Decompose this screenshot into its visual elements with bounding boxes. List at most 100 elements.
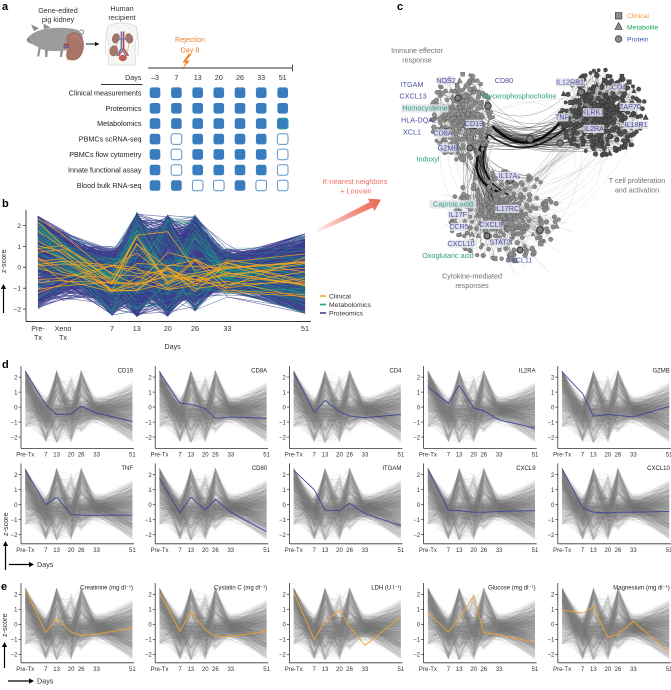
- svg-text:Day 8: Day 8: [181, 46, 200, 55]
- svg-text:CXCL10: CXCL10: [647, 466, 670, 472]
- svg-text:−2: −2: [11, 533, 19, 539]
- svg-text:Glucose (mg dl⁻¹): Glucose (mg dl⁻¹): [488, 586, 536, 592]
- svg-text:−2: −2: [11, 653, 19, 659]
- svg-text:33: 33: [257, 73, 265, 82]
- svg-text:Glycerophosphocholine: Glycerophosphocholine: [481, 92, 556, 101]
- svg-text:−2: −2: [547, 435, 555, 441]
- svg-text:b: b: [2, 198, 9, 210]
- svg-text:Pre-Tx: Pre-Tx: [16, 667, 34, 673]
- svg-text:7: 7: [110, 324, 114, 333]
- svg-text:51: 51: [397, 453, 404, 459]
- svg-text:−1: −1: [279, 518, 287, 524]
- svg-text:33: 33: [630, 453, 637, 459]
- svg-text:XCL1: XCL1: [403, 128, 421, 137]
- svg-text:Proteomics: Proteomics: [106, 104, 142, 113]
- svg-text:33: 33: [93, 548, 100, 554]
- svg-text:CCR5: CCR5: [449, 222, 469, 231]
- svg-text:TNF: TNF: [121, 466, 133, 472]
- svg-text:−2: −2: [13, 307, 21, 314]
- svg-text:ITGAM: ITGAM: [401, 80, 424, 89]
- svg-text:26: 26: [212, 453, 219, 459]
- svg-text:0: 0: [17, 265, 21, 272]
- svg-text:20: 20: [68, 667, 75, 673]
- svg-text:13: 13: [456, 667, 463, 673]
- svg-text:HLA-DQA2: HLA-DQA2: [401, 116, 437, 125]
- svg-text:responses: responses: [455, 281, 489, 290]
- svg-text:1: 1: [17, 244, 21, 251]
- svg-text:d: d: [2, 359, 9, 371]
- svg-text:IL2RA: IL2RA: [519, 369, 536, 375]
- svg-text:Oxoglutaric acid: Oxoglutaric acid: [422, 251, 474, 260]
- svg-text:13: 13: [187, 453, 194, 459]
- svg-text:26: 26: [346, 548, 353, 554]
- svg-text:−1: −1: [547, 420, 555, 426]
- svg-text:20: 20: [68, 453, 75, 459]
- svg-text:Xeno: Xeno: [55, 324, 72, 333]
- svg-text:IL18R1: IL18R1: [624, 120, 647, 129]
- svg-text:26: 26: [236, 73, 244, 82]
- svg-text:13: 13: [53, 548, 60, 554]
- svg-text:13: 13: [456, 548, 463, 554]
- svg-text:IL17RC: IL17RC: [495, 204, 519, 213]
- svg-text:Days: Days: [125, 73, 142, 82]
- svg-text:Pre-Tx: Pre-Tx: [553, 548, 571, 554]
- svg-text:–3: –3: [151, 73, 159, 82]
- svg-text:26: 26: [212, 548, 219, 554]
- svg-text:+ Louvain: + Louvain: [340, 187, 371, 196]
- svg-text:Pre-Tx: Pre-Tx: [553, 453, 571, 459]
- svg-text:Blood bulk RNA-seq: Blood bulk RNA-seq: [77, 181, 142, 190]
- svg-text:33: 33: [496, 548, 503, 554]
- svg-text:7: 7: [174, 73, 178, 82]
- svg-text:Pre-Tx: Pre-Tx: [553, 667, 571, 673]
- svg-text:response: response: [402, 56, 432, 65]
- svg-text:20: 20: [202, 548, 209, 554]
- svg-text:26: 26: [78, 453, 85, 459]
- svg-text:NOS2: NOS2: [436, 76, 456, 85]
- svg-text:13: 13: [53, 667, 60, 673]
- svg-text:13: 13: [53, 453, 60, 459]
- svg-text:−1: −1: [413, 420, 421, 426]
- svg-text:−1: −1: [145, 420, 153, 426]
- svg-text:−1: −1: [413, 638, 421, 644]
- svg-text:CXCL13: CXCL13: [399, 92, 426, 101]
- svg-text:33: 33: [496, 667, 503, 673]
- svg-text:CXCL9: CXCL9: [516, 466, 536, 472]
- svg-text:−1: −1: [145, 638, 153, 644]
- svg-text:CD19: CD19: [118, 369, 134, 375]
- svg-text:Pre-Tx: Pre-Tx: [419, 548, 437, 554]
- svg-text:z-score: z-score: [0, 613, 9, 637]
- svg-text:20: 20: [470, 667, 477, 673]
- svg-text:51: 51: [129, 548, 136, 554]
- svg-text:−1: −1: [145, 518, 153, 524]
- svg-text:CD80: CD80: [495, 76, 513, 85]
- svg-text:−2: −2: [279, 533, 287, 539]
- svg-text:13: 13: [590, 667, 597, 673]
- svg-text:13: 13: [322, 453, 329, 459]
- svg-text:Pre-Tx: Pre-Tx: [16, 548, 34, 554]
- svg-text:pig kidney: pig kidney: [42, 15, 75, 24]
- svg-text:26: 26: [191, 324, 199, 333]
- svg-text:ZAP70: ZAP70: [619, 102, 641, 111]
- svg-text:GZMB: GZMB: [652, 369, 669, 375]
- svg-text:Rejection: Rejection: [175, 35, 205, 44]
- svg-text:51: 51: [129, 667, 136, 673]
- svg-text:20: 20: [470, 453, 477, 459]
- svg-text:26: 26: [346, 667, 353, 673]
- svg-text:51: 51: [666, 453, 671, 459]
- svg-text:26: 26: [78, 548, 85, 554]
- svg-text:z-score: z-score: [1, 512, 10, 536]
- svg-text:LDH (U l⁻¹): LDH (U l⁻¹): [371, 586, 401, 592]
- svg-text:13: 13: [133, 324, 141, 333]
- svg-text:K-nearest neighbors: K-nearest neighbors: [323, 177, 388, 186]
- svg-text:Pre-: Pre-: [31, 324, 45, 333]
- svg-text:−1: −1: [11, 638, 19, 644]
- svg-text:Tx: Tx: [34, 333, 42, 342]
- svg-text:33: 33: [362, 453, 369, 459]
- svg-text:IL17A: IL17A: [499, 171, 518, 180]
- svg-text:CD4: CD4: [389, 369, 402, 375]
- svg-text:TNF: TNF: [555, 113, 570, 122]
- svg-text:13: 13: [322, 548, 329, 554]
- svg-text:33: 33: [630, 667, 637, 673]
- svg-text:26: 26: [78, 667, 85, 673]
- svg-text:Days: Days: [37, 560, 54, 569]
